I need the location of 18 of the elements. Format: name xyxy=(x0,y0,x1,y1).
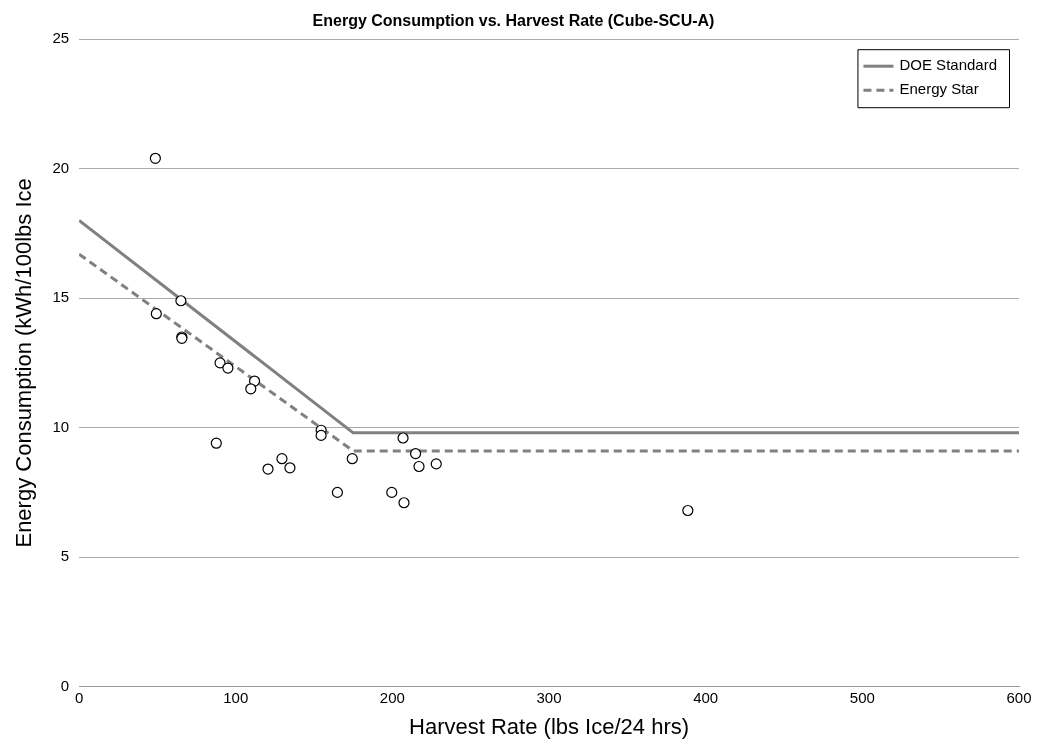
x-tick-label: 0 xyxy=(74,688,84,706)
legend-label: DOE Standard xyxy=(899,56,998,74)
x-tick-label: 400 xyxy=(693,688,719,706)
x-tick-label: 100 xyxy=(223,688,249,706)
x-tick-label: 300 xyxy=(536,688,562,706)
x-tick-label: 600 xyxy=(1006,688,1032,706)
y-tick-label: 20 xyxy=(52,158,70,176)
y-tick-label: 15 xyxy=(52,288,70,306)
x-tick-label: 500 xyxy=(849,688,875,706)
x-tick-label: 200 xyxy=(379,688,405,706)
chart-title: Energy Consumption vs. Harvest Rate (Cube-SCU-A) xyxy=(312,12,715,30)
y-tick-label: 25 xyxy=(52,29,70,47)
x-axis-title: Harvest Rate (lbs Ice/24 hrs) xyxy=(409,713,690,739)
legend-label: Energy Star xyxy=(899,80,979,98)
y-tick-label: 5 xyxy=(60,547,70,565)
y-tick-label: 10 xyxy=(52,417,70,435)
y-axis-title: Energy Consumption (kWh/100lbs Ice xyxy=(11,178,37,548)
y-tick-label: 0 xyxy=(60,676,70,694)
